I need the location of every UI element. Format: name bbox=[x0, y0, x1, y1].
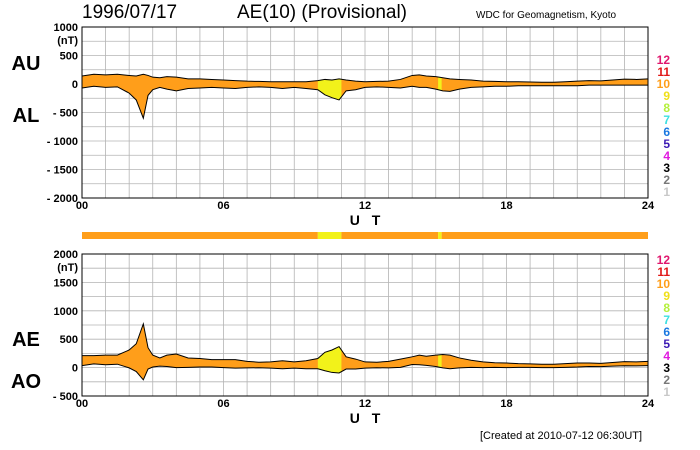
series-line-au bbox=[81, 73, 649, 83]
y-tick-label: 1000 bbox=[54, 22, 78, 34]
y-tick-label: 1500 bbox=[54, 277, 78, 289]
level-legend-8: 8 bbox=[663, 301, 670, 315]
series-line-ao bbox=[81, 363, 649, 381]
series-label-al: AL bbox=[13, 105, 40, 127]
yellow-overlay-group bbox=[317, 76, 442, 100]
y-tick-label: - 2000 bbox=[47, 193, 78, 205]
activity-bar-segment bbox=[82, 232, 318, 239]
index-envelope-area bbox=[82, 74, 648, 119]
level-legend-7: 7 bbox=[663, 313, 670, 327]
created-timestamp: [Created at 2010-07-12 06:30UT] bbox=[480, 430, 643, 442]
level-legend-4: 4 bbox=[663, 349, 670, 363]
yellow-envelope-area bbox=[317, 346, 342, 373]
level-legend-7: 7 bbox=[663, 113, 670, 127]
level-legend-1: 1 bbox=[663, 385, 670, 399]
y-tick-label: - 1000 bbox=[47, 136, 78, 148]
y-tick-label: 0 bbox=[72, 363, 78, 375]
level-legend-3: 3 bbox=[663, 161, 670, 175]
level-legend-11: 11 bbox=[657, 265, 670, 279]
yellow-envelope-area bbox=[317, 78, 342, 100]
series-label-ao: AO bbox=[11, 371, 41, 393]
level-legend-4: 4 bbox=[663, 149, 670, 163]
x-tick-label: 18 bbox=[500, 200, 512, 212]
x-tick-label: 00 bbox=[76, 398, 88, 410]
chart-title: AE(10) (Provisional) bbox=[237, 2, 407, 23]
y-tick-label: - 500 bbox=[53, 391, 78, 403]
x-tick-label: 00 bbox=[76, 200, 88, 212]
level-legend-2: 2 bbox=[663, 173, 670, 187]
date-label: 1996/07/17 bbox=[82, 2, 178, 23]
activity-bar-segment bbox=[341, 232, 439, 239]
yellow-overlay-group bbox=[317, 346, 442, 373]
y-tick-label: 0 bbox=[72, 79, 78, 91]
series-line-al bbox=[81, 84, 648, 120]
level-legend-9: 9 bbox=[663, 289, 670, 303]
y-tick-label: 2000 bbox=[54, 249, 78, 261]
yellow-envelope-area bbox=[438, 76, 442, 91]
y-tick-label: 500 bbox=[60, 334, 78, 346]
level-legend-6: 6 bbox=[663, 125, 670, 139]
x-axis-label: U T bbox=[350, 212, 385, 228]
x-tick-label: 24 bbox=[642, 398, 655, 410]
activity-bar-segment bbox=[438, 232, 442, 239]
yellow-envelope-area bbox=[438, 354, 442, 368]
index-envelope-area bbox=[82, 323, 648, 380]
x-tick-label: 06 bbox=[217, 398, 229, 410]
level-legend-6: 6 bbox=[663, 325, 670, 339]
x-tick-label: 06 bbox=[217, 200, 229, 212]
level-legend-3: 3 bbox=[663, 361, 670, 375]
level-legend-11: 11 bbox=[657, 65, 670, 79]
series-label-au: AU bbox=[12, 53, 41, 75]
level-legend-9: 9 bbox=[663, 89, 670, 103]
series-label-ae: AE bbox=[12, 329, 40, 351]
panel-frame bbox=[81, 253, 649, 397]
y-tick-label: - 500 bbox=[53, 108, 78, 120]
x-axis-label: U T bbox=[350, 410, 385, 426]
y-tick-label: 1000 bbox=[54, 306, 78, 318]
level-legend-12: 12 bbox=[657, 253, 671, 267]
y-unit-label: (nT) bbox=[57, 262, 78, 274]
x-tick-label: 18 bbox=[500, 398, 512, 410]
level-legend-1: 1 bbox=[663, 185, 670, 199]
activity-bar-segment bbox=[441, 232, 648, 239]
y-tick-label: - 1500 bbox=[47, 165, 78, 177]
x-tick-label: 24 bbox=[642, 200, 655, 212]
panel-frame bbox=[81, 26, 649, 199]
series-line-ae bbox=[82, 321, 649, 365]
y-tick-label: 500 bbox=[60, 51, 78, 63]
y-unit-label: (nT) bbox=[57, 35, 78, 47]
x-tick-label: 12 bbox=[359, 200, 371, 212]
activity-bar-segment bbox=[317, 232, 342, 239]
level-legend-12: 12 bbox=[657, 53, 671, 67]
level-legend-5: 5 bbox=[663, 337, 670, 351]
level-legend-2: 2 bbox=[663, 373, 670, 387]
credit-label: WDC for Geomagnetism, Kyoto bbox=[476, 10, 617, 21]
level-legend-10: 10 bbox=[657, 277, 671, 291]
level-legend-5: 5 bbox=[663, 137, 670, 151]
level-legend-8: 8 bbox=[663, 101, 670, 115]
level-legend-10: 10 bbox=[657, 77, 671, 91]
x-tick-label: 12 bbox=[359, 398, 371, 410]
